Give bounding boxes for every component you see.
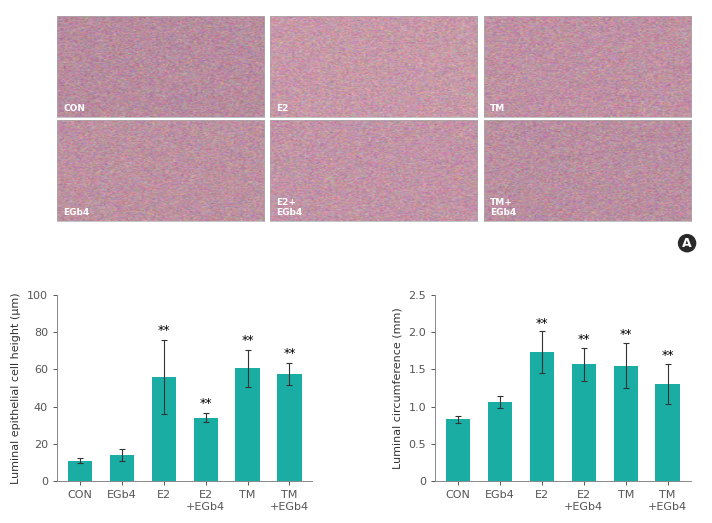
Text: **: **: [283, 347, 295, 360]
Text: **: **: [661, 349, 674, 362]
Text: E2+
EGb4: E2+ EGb4: [276, 198, 303, 217]
Y-axis label: Luminal circumference (mm): Luminal circumference (mm): [393, 307, 403, 469]
Text: **: **: [577, 333, 590, 346]
Text: **: **: [619, 328, 632, 342]
Bar: [656, 384, 680, 481]
Bar: [68, 461, 92, 481]
Text: **: **: [241, 334, 253, 347]
Bar: [277, 374, 302, 481]
Y-axis label: Luminal epithelial cell height (μm): Luminal epithelial cell height (μm): [11, 292, 21, 484]
Text: TM+
EGb4: TM+ EGb4: [490, 198, 516, 217]
Text: **: **: [199, 397, 212, 411]
Bar: [194, 418, 218, 481]
Text: E2: E2: [276, 104, 289, 112]
Text: EGb4: EGb4: [63, 208, 90, 217]
Text: CON: CON: [63, 104, 85, 112]
Bar: [530, 353, 554, 481]
Bar: [572, 364, 596, 481]
Bar: [614, 366, 638, 481]
Bar: [236, 369, 260, 481]
Text: A: A: [682, 237, 692, 249]
Text: **: **: [535, 316, 548, 329]
Text: **: **: [157, 324, 170, 337]
Bar: [446, 419, 471, 481]
Bar: [152, 377, 176, 481]
Text: TM: TM: [490, 104, 505, 112]
Bar: [488, 402, 512, 481]
Bar: [110, 455, 134, 481]
